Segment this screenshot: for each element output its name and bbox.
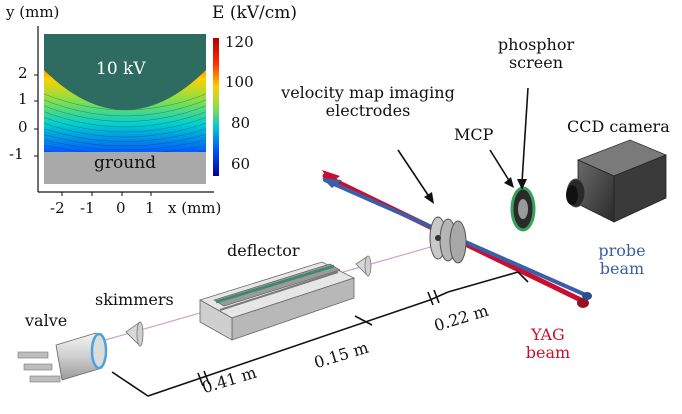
x-axis-label: x (mm): [168, 199, 222, 217]
probe-label-line2: beam: [599, 259, 645, 279]
high-voltage-electrode: [44, 34, 206, 110]
valve-rod: [17, 351, 49, 359]
ccd-camera: [566, 139, 668, 223]
yag-label-line2: beam: [525, 343, 571, 363]
probe-beam-end: [582, 292, 592, 300]
y-axis-label: y (mm): [6, 3, 60, 21]
colorbar-tick: 60: [231, 155, 251, 173]
distance-markers: [111, 271, 529, 397]
valve-label: valve: [25, 311, 68, 330]
colorbar-tick: 100: [225, 73, 254, 91]
deflector-end: [199, 299, 233, 341]
y-tick-label: -1: [9, 145, 24, 163]
x-tick-label: 1: [145, 199, 155, 217]
yag-beam-label: YAG beam: [518, 325, 578, 363]
deflector-trough: [219, 271, 339, 311]
vmi-plate: [449, 220, 467, 264]
field-inset: [34, 26, 219, 196]
y-tick-label: 1: [18, 90, 28, 108]
phosphor-label-line1: phosphor: [497, 35, 575, 54]
x-tick-label: -1: [80, 199, 95, 217]
yag-beam-end: [577, 298, 589, 308]
y-tick-label: 0: [18, 118, 28, 136]
colorbar-tick: 80: [231, 114, 251, 132]
high-voltage-label: 10 kV: [96, 59, 146, 79]
ground-label: ground: [94, 153, 157, 173]
probe-label-line1: probe: [598, 241, 646, 260]
x-tick-label: 0: [116, 199, 126, 217]
deflector-assembly: [198, 261, 356, 341]
vmi-label-line1: velocity map imaging: [281, 83, 455, 102]
ground-electrode: [44, 152, 206, 184]
phosphor-screen-label: phosphor screen: [486, 35, 586, 73]
vmi-electrodes-label: velocity map imaging electrodes: [273, 83, 463, 121]
camera-lens-inner: [566, 185, 578, 205]
valve-face: [90, 332, 108, 370]
colorbar-tick: 120: [225, 33, 254, 51]
label-arrows: [397, 87, 529, 204]
yag-beam-arrow: [322, 170, 340, 184]
valve-rod: [23, 363, 53, 371]
probe-beam-arrow: [322, 178, 342, 188]
valve-rod: [29, 375, 61, 383]
probe-beam-label: probe beam: [592, 241, 652, 279]
pulsed-valve: [17, 332, 108, 383]
colorbar: [213, 38, 219, 176]
x-tick-label: -2: [50, 199, 65, 217]
mcp-label: MCP: [454, 125, 494, 144]
mcp-image: [518, 199, 528, 219]
deflector-label: deflector: [227, 241, 300, 260]
skimmers-label: skimmers: [95, 290, 174, 309]
mcp-detector: [510, 186, 536, 232]
yag-label-line1: YAG: [531, 325, 565, 344]
ccd-camera-label: CCD camera: [567, 117, 670, 136]
deflector-rod: [215, 264, 335, 304]
y-tick-label: 2: [18, 64, 28, 82]
phosphor-label-line2: screen: [508, 53, 564, 73]
vmi-electrodes: [429, 216, 467, 264]
colorbar-title: E (kV/cm): [212, 3, 298, 23]
vmi-label-line2: electrodes: [325, 101, 411, 121]
axis-ticks: [34, 74, 152, 196]
